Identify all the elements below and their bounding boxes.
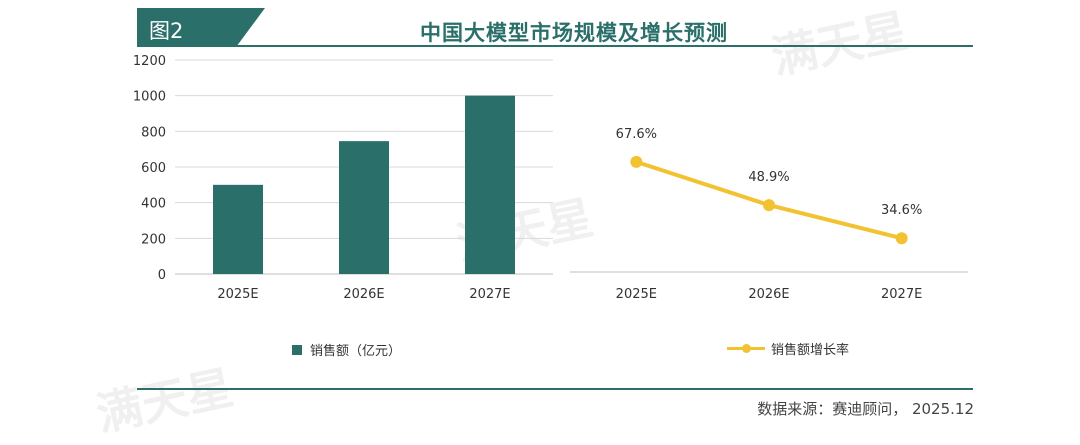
data-label: 67.6% <box>616 127 657 142</box>
y-tick-label: 200 <box>141 232 166 247</box>
figure-tag-label: 图2 <box>149 19 184 43</box>
data-point <box>763 199 775 212</box>
x-tick-label: 2025E <box>217 287 258 302</box>
data-label: 34.6% <box>881 203 922 218</box>
bar-legend-swatch <box>292 344 302 355</box>
figure-tag: 图2 <box>137 8 265 46</box>
bar-legend-label: 销售额（亿元） <box>310 344 402 359</box>
data-point <box>630 155 643 168</box>
x-tick-label: 2026E <box>343 287 384 302</box>
bar <box>465 95 515 275</box>
bar <box>339 141 389 274</box>
y-tick-label: 1200 <box>133 54 166 69</box>
bar-chart: 0 200 400 600 800 1000 1200 2025E 2026E 2027E <box>133 54 553 302</box>
chart-title: 中国大模型市场规模及增长预测 <box>420 21 728 45</box>
y-tick-label: 0 <box>158 268 166 283</box>
y-tick-label: 600 <box>141 161 166 176</box>
y-tick-label: 1000 <box>133 90 166 105</box>
x-tick-label: 2027E <box>469 287 510 302</box>
bar-legend: 销售额（亿元） <box>292 340 401 359</box>
x-tick-label: 2026E <box>748 287 789 302</box>
y-tick-label: 800 <box>141 125 166 140</box>
line-chart: 67.6% 2025E 48.9% 2026E 34.6% 2027E <box>570 127 968 302</box>
x-tick-label: 2025E <box>616 287 657 302</box>
y-tick-label: 400 <box>141 197 166 212</box>
data-label: 48.9% <box>748 170 789 185</box>
data-point <box>895 232 908 245</box>
bar <box>213 184 263 274</box>
line-legend-marker <box>727 344 765 353</box>
line-legend-label: 销售额增长率 <box>771 343 850 358</box>
source-note: 数据来源：赛迪顾问， 2025.12 <box>757 400 974 418</box>
line-legend: 销售额增长率 <box>727 339 849 358</box>
top-divider <box>137 45 973 47</box>
x-tick-label: 2027E <box>881 287 922 302</box>
bottom-divider <box>137 388 973 390</box>
